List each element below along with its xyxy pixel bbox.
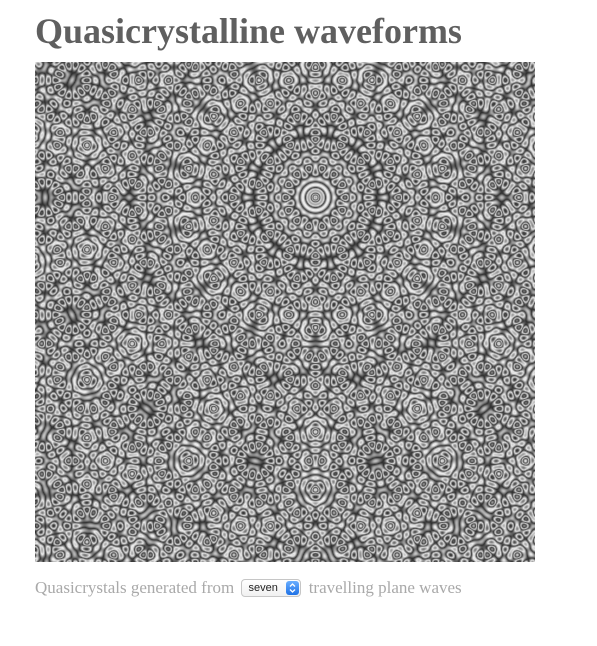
page-title: Quasicrystalline waveforms bbox=[35, 11, 462, 51]
quasicrystal-image bbox=[35, 62, 535, 562]
caption: Quasicrystals generated from seven trave… bbox=[35, 575, 575, 599]
caption-prefix: Quasicrystals generated from bbox=[35, 578, 235, 598]
select-stepper-icon bbox=[286, 581, 300, 596]
quasicrystal-canvas bbox=[35, 62, 535, 562]
caption-suffix: travelling plane waves bbox=[308, 578, 462, 598]
wave-count-value: seven bbox=[248, 582, 278, 595]
wave-count-select[interactable]: seven bbox=[241, 579, 302, 598]
